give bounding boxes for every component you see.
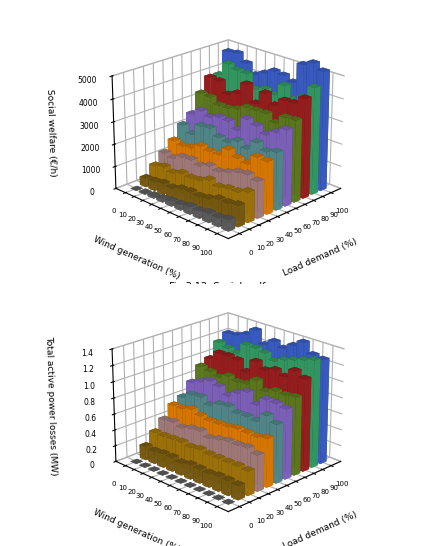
Title: Fig.3.12. Social welfare: Fig.3.12. Social welfare [169, 282, 281, 292]
Y-axis label: Wind generation (%): Wind generation (%) [92, 235, 181, 281]
X-axis label: Load demand (%): Load demand (%) [282, 511, 359, 546]
X-axis label: Load demand (%): Load demand (%) [282, 238, 359, 278]
Y-axis label: Wind generation (%): Wind generation (%) [92, 508, 181, 546]
